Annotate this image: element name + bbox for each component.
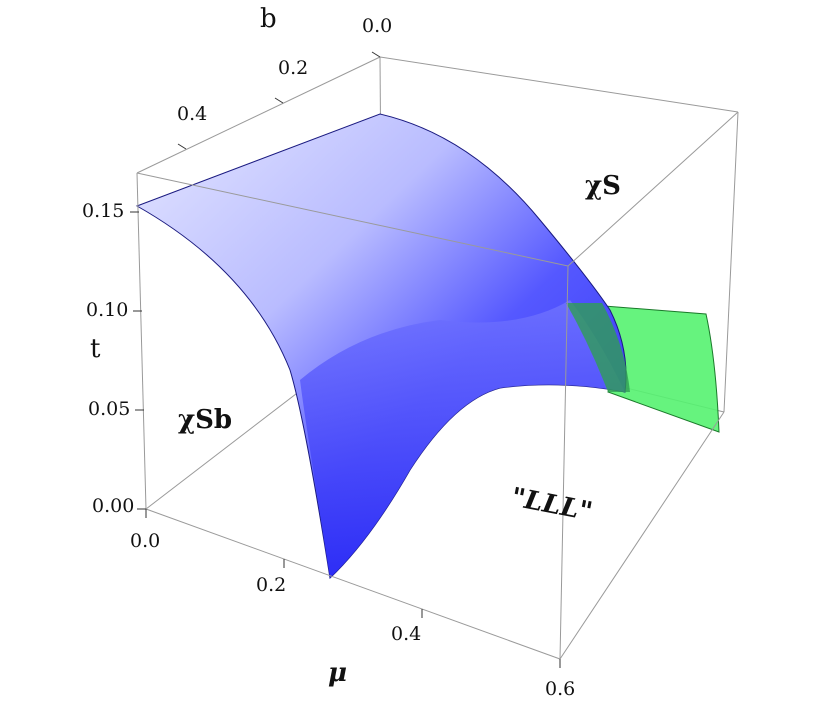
mu-axis-label: μ xyxy=(328,658,347,688)
t-axis-label: t xyxy=(90,334,101,364)
b-tick-0: 0.0 xyxy=(362,15,392,37)
blue-surface-shadow xyxy=(300,300,625,578)
box-front-edges xyxy=(136,111,739,660)
t-tick-0: 0.00 xyxy=(92,495,134,517)
mu-tick-1: 0.2 xyxy=(256,574,286,596)
t-tick-3: 0.15 xyxy=(82,200,124,222)
mu-tick-3: 0.6 xyxy=(545,678,575,700)
mu-tick-2: 0.4 xyxy=(391,623,421,645)
tick-marks xyxy=(130,51,561,668)
region-label-chi-sb: χSb xyxy=(178,405,232,435)
t-tick-2: 0.10 xyxy=(86,299,128,321)
region-label-chi-s: χS xyxy=(585,171,621,201)
region-label-lll: "LLL" xyxy=(509,482,595,527)
t-tick-1: 0.05 xyxy=(88,398,130,420)
b-tick-1: 0.2 xyxy=(278,57,308,79)
mu-tick-0: 0.0 xyxy=(130,530,160,552)
b-tick-2: 0.4 xyxy=(177,103,207,125)
green-overlap xyxy=(566,303,630,392)
b-axis-label: b xyxy=(260,4,277,34)
